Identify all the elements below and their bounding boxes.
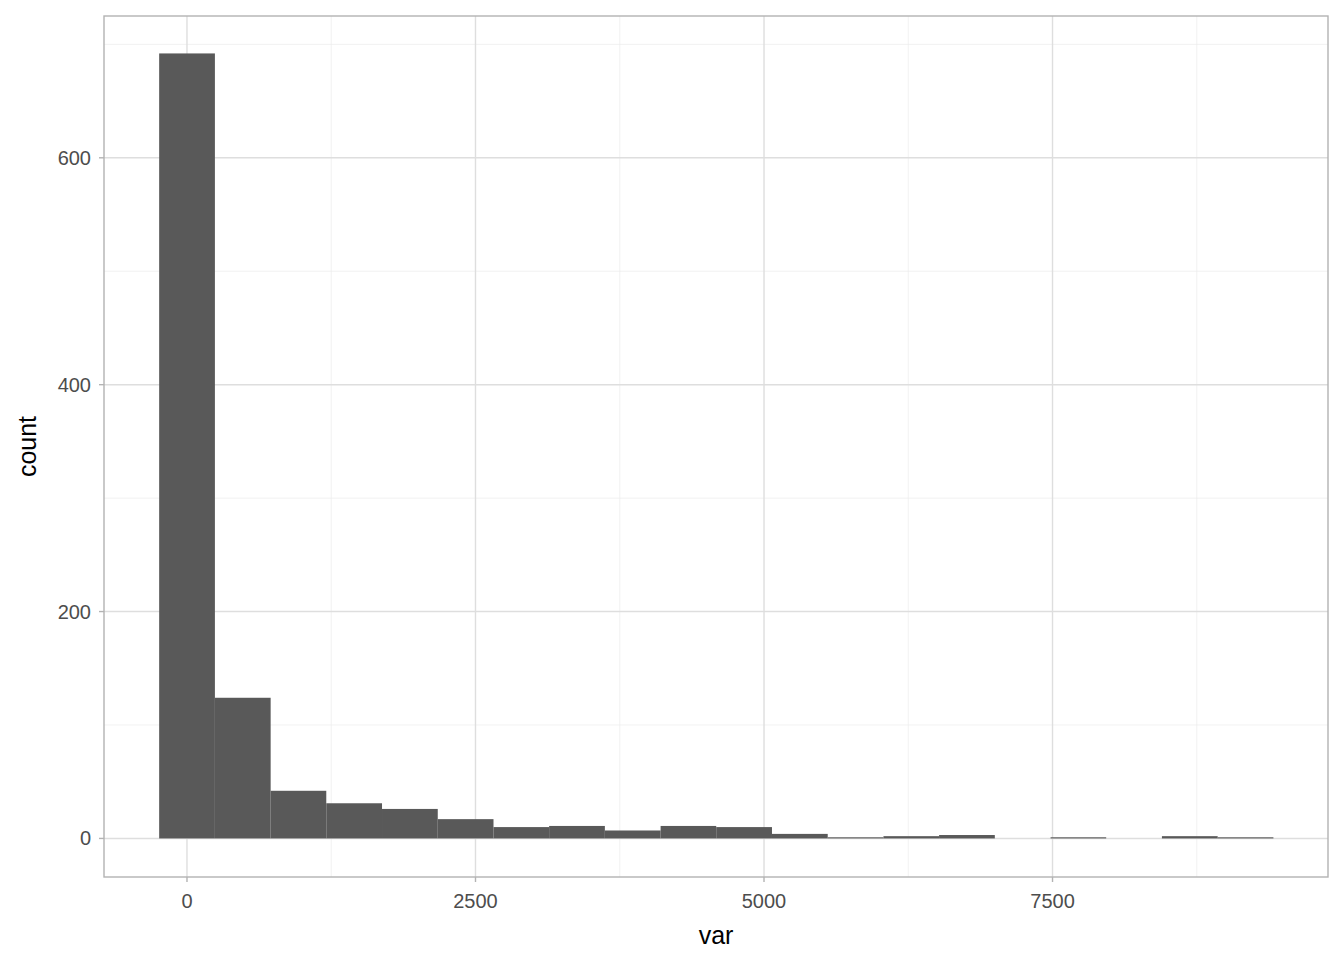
y-axis-title: count <box>13 416 41 477</box>
histogram-bar <box>271 791 327 839</box>
tick-mark <box>99 611 104 612</box>
histogram-bar <box>215 698 271 839</box>
histogram-bar <box>883 836 939 838</box>
tick-label: 200 <box>58 601 91 623</box>
background <box>0 0 1344 960</box>
histogram-bar <box>326 803 382 838</box>
panel-border <box>104 16 1328 877</box>
bars <box>159 53 1273 838</box>
minor-grid-line <box>619 16 620 877</box>
tick-label: 0 <box>181 890 192 912</box>
tick-label: 5000 <box>742 890 787 912</box>
histogram-bar <box>661 826 717 838</box>
grid-line <box>104 384 1328 385</box>
histogram-bar <box>939 835 995 838</box>
histogram-bar <box>605 830 661 838</box>
histogram-bar <box>493 827 549 838</box>
minor-grid-line <box>908 16 909 877</box>
histogram-bar <box>828 837 884 838</box>
tick-label: 7500 <box>1030 890 1075 912</box>
histogram-bar <box>382 809 438 838</box>
histogram-bar <box>995 838 1051 839</box>
axes: 0 200 400 600 0 2500 5000 7500 <box>58 147 1075 912</box>
tick-mark <box>475 877 476 882</box>
minor-grid-line <box>104 498 1328 499</box>
grid-line <box>104 611 1328 612</box>
histogram-bar <box>1162 836 1218 838</box>
histogram-bar <box>772 834 828 839</box>
grid-line <box>104 157 1328 158</box>
tick-mark <box>186 877 187 882</box>
minor-grid-line <box>331 16 332 877</box>
chart: 0 200 400 600 0 2500 5000 7500 var count <box>0 0 1344 960</box>
tick-mark <box>99 384 104 385</box>
minor-grid-line <box>104 44 1328 45</box>
grid-line <box>475 16 476 877</box>
tick-mark <box>99 157 104 158</box>
minor-grid-line <box>1196 16 1197 877</box>
minor-grid-line <box>104 724 1328 725</box>
histogram-bar <box>159 53 215 838</box>
histogram-bar <box>1106 838 1162 839</box>
grid-line <box>1052 16 1053 877</box>
tick-label: 400 <box>58 374 91 396</box>
tick-label: 0 <box>80 827 91 849</box>
histogram-bar <box>438 819 494 838</box>
tick-mark <box>1052 877 1053 882</box>
tick-label: 600 <box>58 147 91 169</box>
histogram-bar <box>716 827 772 838</box>
tick-mark <box>763 877 764 882</box>
tick-label: 2500 <box>453 890 498 912</box>
x-axis-title: var <box>699 921 734 949</box>
histogram-bar <box>1218 837 1274 838</box>
histogram-bar <box>549 826 605 838</box>
histogram-bar <box>1051 837 1107 838</box>
tick-mark <box>99 838 104 839</box>
grid <box>104 16 1328 877</box>
grid-line <box>763 16 764 877</box>
minor-grid-line <box>104 271 1328 272</box>
